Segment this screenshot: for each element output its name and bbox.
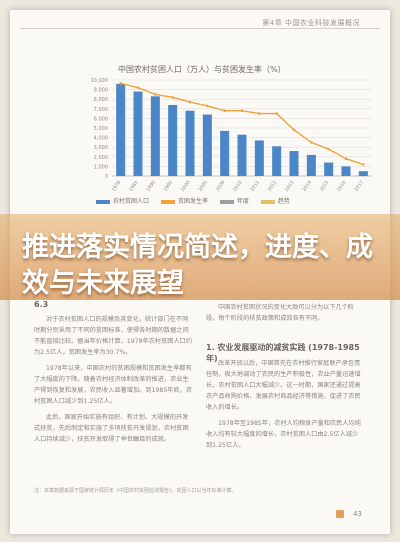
x-tick-label: 2000 xyxy=(180,180,192,193)
y-tick-label: 4,000 xyxy=(94,136,108,142)
x-tick-label: 2008 xyxy=(215,180,227,193)
paragraph: 对于农村贫困人口的规模及其变化，统计部门在不同时期分别采用了不同的贫困标准，使得… xyxy=(34,316,193,356)
paragraph: 1978年以来，中国农村的贫困规模和贫困发生率都有了大幅度的下降。随着农村经济体… xyxy=(34,365,193,405)
bar xyxy=(185,110,195,176)
bar xyxy=(116,83,126,176)
bar xyxy=(289,151,299,176)
title-banner xyxy=(0,214,400,300)
legend-swatch xyxy=(260,199,275,204)
bar xyxy=(150,96,160,176)
line-point xyxy=(171,95,174,99)
y-tick-label: 7,000 xyxy=(94,107,108,113)
x-tick-label: 1978 xyxy=(111,180,123,193)
chart-legend: 农村贫困人口 贫困发生率 年度 趋势 xyxy=(96,196,356,208)
x-tick-label: 2011 xyxy=(249,180,261,193)
left-column-text: 对于农村贫困人口的规模及其变化，统计部门在不同时期分别采用了不同的贫困标准，使得… xyxy=(34,314,194,450)
paragraph: 中国农村贫困状况的变化大致可以分为以下几个阶段，每个阶段的扶贫政策和成效各有不同… xyxy=(206,304,355,322)
bar xyxy=(133,91,143,176)
paragraph: 改革开放以后，中国首先在农村推行家庭联产承包责任制，极大地调动了农民的生产积极性… xyxy=(206,360,361,411)
y-tick-label: 1,000 xyxy=(94,164,108,170)
x-tick-label: 2012 xyxy=(267,180,279,193)
right-column-text: 改革开放以后，中国首先在农村推行家庭联产承包责任制，极大地调动了农民的生产积极性… xyxy=(206,358,364,456)
line-point xyxy=(258,112,261,115)
x-tick-label: 2014 xyxy=(301,180,313,193)
legend-item: 趋势 xyxy=(260,196,290,205)
legend-item: 年度 xyxy=(219,196,249,205)
x-tick-label: 2015 xyxy=(319,180,331,193)
x-tick-label: 2010 xyxy=(232,180,244,193)
page-marker xyxy=(336,510,344,518)
line-point xyxy=(136,86,140,89)
legend-swatch xyxy=(219,199,234,204)
line-point xyxy=(240,109,244,113)
legend-item: 贫困发生率 xyxy=(160,196,208,205)
page-number: 43 xyxy=(353,510,362,518)
legend-swatch xyxy=(96,199,110,204)
banner-title: 推进落实情况简述，进度、成效与未来展望 xyxy=(22,232,373,299)
bar xyxy=(272,146,282,176)
y-tick-label: 2,000 xyxy=(94,155,108,161)
line-point xyxy=(154,93,157,96)
x-tick-label: 2013 xyxy=(284,180,296,193)
bar xyxy=(254,140,264,176)
legend-swatch xyxy=(160,199,175,204)
legend-item: 农村贫困人口 xyxy=(96,196,149,205)
line-point xyxy=(188,100,192,104)
line-point xyxy=(275,112,278,115)
running-header: 第4章 中国农业科技发展概况 xyxy=(262,19,360,27)
chart-title: 中国农村贫困人口（万人）与贫困发生率（%） xyxy=(118,65,286,74)
bar xyxy=(202,114,212,176)
line-point xyxy=(362,163,365,166)
bar xyxy=(220,130,230,176)
bar xyxy=(341,166,351,176)
y-tick-label: 10,000 xyxy=(91,78,109,84)
left-section-heading: 6.3 xyxy=(34,300,49,309)
bar xyxy=(358,171,368,176)
line-point xyxy=(206,104,209,108)
bar xyxy=(324,162,334,176)
footnote: 注：本章数据来源于国家统计局历年《中国农村贫困监测报告》，贫困人口以当年标准计算… xyxy=(34,488,237,494)
right-section-heading: 1. 农业发展驱动的减贫实践 (1978-1985年) xyxy=(206,343,360,363)
y-tick-label: 3,000 xyxy=(94,145,108,151)
bar xyxy=(168,104,178,176)
bar xyxy=(237,134,247,176)
x-tick-label: 1995 xyxy=(163,180,175,193)
line-point xyxy=(310,141,313,144)
paragraph: 此后，国家开始实施有组织、有计划、大规模的开发式扶贫，先后制定和实施了多项扶贫开… xyxy=(34,414,189,443)
line-point xyxy=(327,147,330,151)
x-tick-label: 1985 xyxy=(128,180,140,193)
y-tick-label: 6,000 xyxy=(94,116,108,122)
header-rule xyxy=(20,28,380,29)
right-column-intro: 中国农村贫困状况的变化大致可以分为以下几个阶段，每个阶段的扶贫政策和成效各有不同… xyxy=(206,302,364,329)
x-tick-label: 2005 xyxy=(197,180,209,193)
y-tick-label: 8,000 xyxy=(94,97,108,103)
x-tick-label: 2016 xyxy=(336,180,348,193)
line-point xyxy=(119,82,122,85)
paragraph: 1978年至1985年，农村人均粮食产量和农民人均纯收入均有较大幅度的增长，农村… xyxy=(206,420,361,449)
y-tick-label: 0 xyxy=(105,174,108,180)
x-tick-label: 1990 xyxy=(145,180,157,193)
line-point xyxy=(344,157,348,161)
line-point xyxy=(292,128,296,132)
x-tick-label: 2017 xyxy=(353,180,365,193)
y-tick-label: 9,000 xyxy=(94,88,108,94)
bar xyxy=(306,154,316,176)
y-tick-label: 5,000 xyxy=(94,126,108,132)
line-point xyxy=(223,109,226,113)
